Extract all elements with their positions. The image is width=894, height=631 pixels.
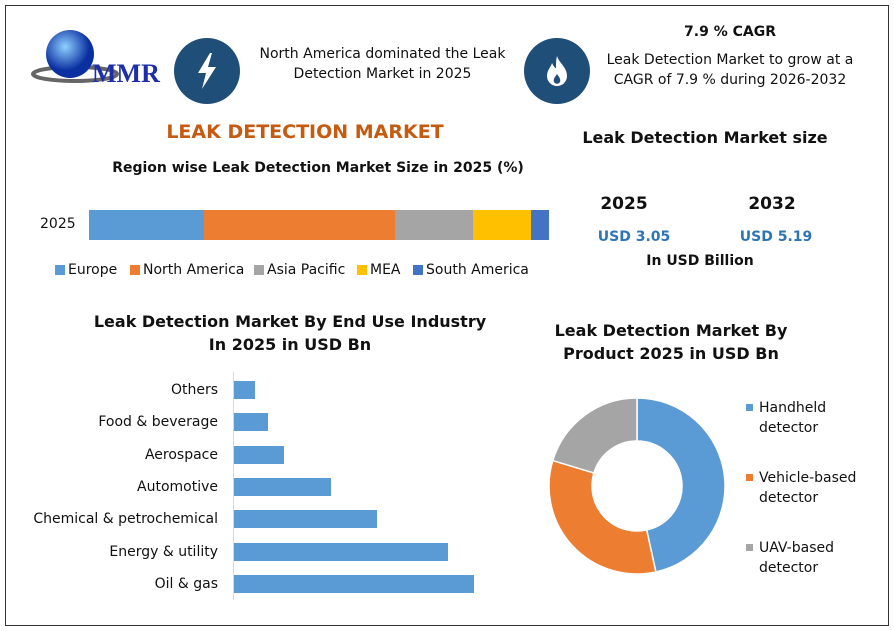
enduse-category-label: Automotive bbox=[137, 478, 218, 495]
donut-slice bbox=[551, 397, 638, 474]
legend-swatch bbox=[130, 265, 140, 275]
enduse-category-label: Aerospace bbox=[144, 446, 218, 463]
mmr-logo: MMR bbox=[31, 30, 160, 88]
legend-item: South America bbox=[413, 262, 529, 278]
stack-segment-asia-pacific bbox=[394, 210, 474, 240]
legend-swatch bbox=[254, 265, 264, 275]
legend-item: MEA bbox=[357, 262, 401, 278]
stack-segment-mea bbox=[473, 210, 531, 240]
legend-label: Europe bbox=[68, 262, 118, 278]
legend-swatch bbox=[55, 265, 65, 275]
legend-swatch bbox=[746, 474, 753, 481]
legend-swatch bbox=[413, 265, 423, 275]
legend-label: MEA bbox=[370, 262, 401, 278]
legend-item: North America bbox=[130, 262, 244, 278]
enduse-bar bbox=[234, 542, 448, 561]
enduse-category-label: Chemical & petrochemical bbox=[33, 511, 218, 528]
stacked-category-label: 2025 bbox=[40, 216, 76, 232]
donut-slice bbox=[636, 397, 726, 573]
stack-segment-north-america bbox=[204, 210, 395, 240]
enduse-bar bbox=[234, 413, 268, 432]
main-title: LEAK DETECTION MARKET bbox=[166, 121, 444, 143]
year-2032: 2032 bbox=[748, 194, 796, 214]
enduse-category-label: Food & beverage bbox=[98, 414, 218, 431]
lightning-icon bbox=[174, 38, 240, 104]
cagr-text: Leak Detection Market to grow at a CAGR … bbox=[606, 52, 854, 88]
donut-slice bbox=[548, 459, 657, 575]
frame bbox=[5, 5, 889, 626]
market-size-title: Leak Detection Market size bbox=[582, 128, 828, 147]
stack-segment-south-america bbox=[530, 210, 549, 240]
enduse-chart-title: Leak Detection Market By End Use Industr… bbox=[93, 312, 487, 354]
legend-item: Europe bbox=[55, 262, 117, 278]
year-2025: 2025 bbox=[600, 194, 648, 214]
region-chart-title: Region wise Leak Detection Market Size i… bbox=[112, 160, 524, 176]
stacked-bar bbox=[89, 210, 549, 240]
enduse-bar bbox=[234, 574, 474, 593]
enduse-category-label: Oil & gas bbox=[154, 575, 218, 592]
legend-label: Vehicle-based detector bbox=[759, 470, 857, 506]
legend-label: Handheld detector bbox=[759, 400, 827, 436]
legend-swatch bbox=[746, 404, 753, 411]
enduse-bar bbox=[234, 445, 284, 464]
legend-label: Asia Pacific bbox=[267, 262, 346, 278]
donut-legend-item: UAV-based detector bbox=[746, 538, 866, 578]
donut-legend-item: Vehicle-based detector bbox=[746, 468, 866, 508]
flame-icon bbox=[524, 38, 590, 104]
svg-text:MMR: MMR bbox=[92, 59, 160, 88]
legend-label: UAV-based detector bbox=[759, 540, 834, 576]
enduse-category-label: Others bbox=[170, 382, 218, 398]
legend-swatch bbox=[357, 265, 367, 275]
value-2032: USD 5.19 bbox=[739, 229, 813, 245]
product-donut bbox=[548, 397, 726, 575]
legend-label: South America bbox=[426, 262, 529, 278]
donut-legend-item: Handheld detector bbox=[746, 398, 866, 438]
enduse-category-label: Energy & utility bbox=[109, 543, 218, 560]
enduse-bar bbox=[234, 477, 331, 496]
legend-item: Asia Pacific bbox=[254, 262, 345, 278]
enduse-axis bbox=[233, 372, 234, 600]
cagr-title: 7.9 % CAGR bbox=[684, 24, 776, 40]
stack-segment-europe bbox=[89, 210, 204, 240]
header-note: North America dominated the Leak Detecti… bbox=[259, 46, 506, 82]
enduse-bar bbox=[234, 381, 255, 399]
unit-label: In USD Billion bbox=[646, 253, 754, 269]
product-chart-title: Leak Detection Market By Product 2025 in… bbox=[554, 321, 788, 363]
legend-label: North America bbox=[143, 262, 245, 278]
enduse-bar bbox=[234, 510, 378, 529]
legend-swatch bbox=[746, 544, 753, 551]
value-2025: USD 3.05 bbox=[597, 229, 671, 245]
